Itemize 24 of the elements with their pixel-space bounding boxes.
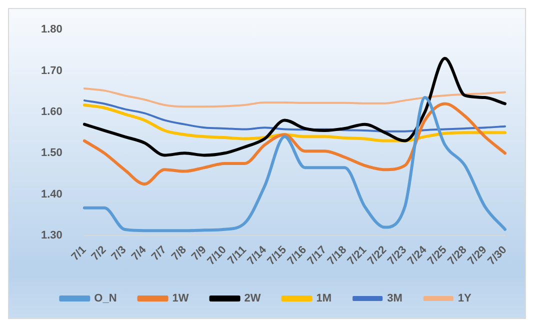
x-tick-label: 7/8: [170, 244, 189, 264]
line-series: [83, 87, 506, 108]
y-tick-label: 1.80: [40, 24, 62, 36]
line-series: [82, 96, 506, 232]
y-tick-label: 1.70: [40, 64, 62, 77]
legend-label: 1W: [172, 292, 190, 305]
x-tick-label: 7/30: [486, 244, 510, 268]
y-tick-label: 1.50: [40, 147, 62, 160]
y-tick-label: 1.30: [40, 230, 62, 242]
x-tick-label: 7/4: [129, 243, 150, 264]
x-tick-label: 7/7: [149, 244, 169, 264]
line-series: [82, 56, 506, 157]
legend-label: 2W: [244, 292, 262, 305]
legend-label: O_N: [94, 292, 117, 305]
line-series: [82, 102, 506, 186]
line-series: [83, 99, 506, 132]
y-tick-label: 1.40: [40, 188, 62, 200]
legend-label: 1Y: [458, 292, 472, 305]
y-tick-label: 1.60: [40, 106, 62, 118]
legend-label: 1M: [316, 292, 332, 305]
legend-label: 3M: [387, 292, 402, 305]
x-tick-label: 7/3: [109, 244, 129, 264]
x-tick-label: 7/1: [69, 244, 89, 264]
x-tick-label: 7/2: [89, 244, 109, 264]
